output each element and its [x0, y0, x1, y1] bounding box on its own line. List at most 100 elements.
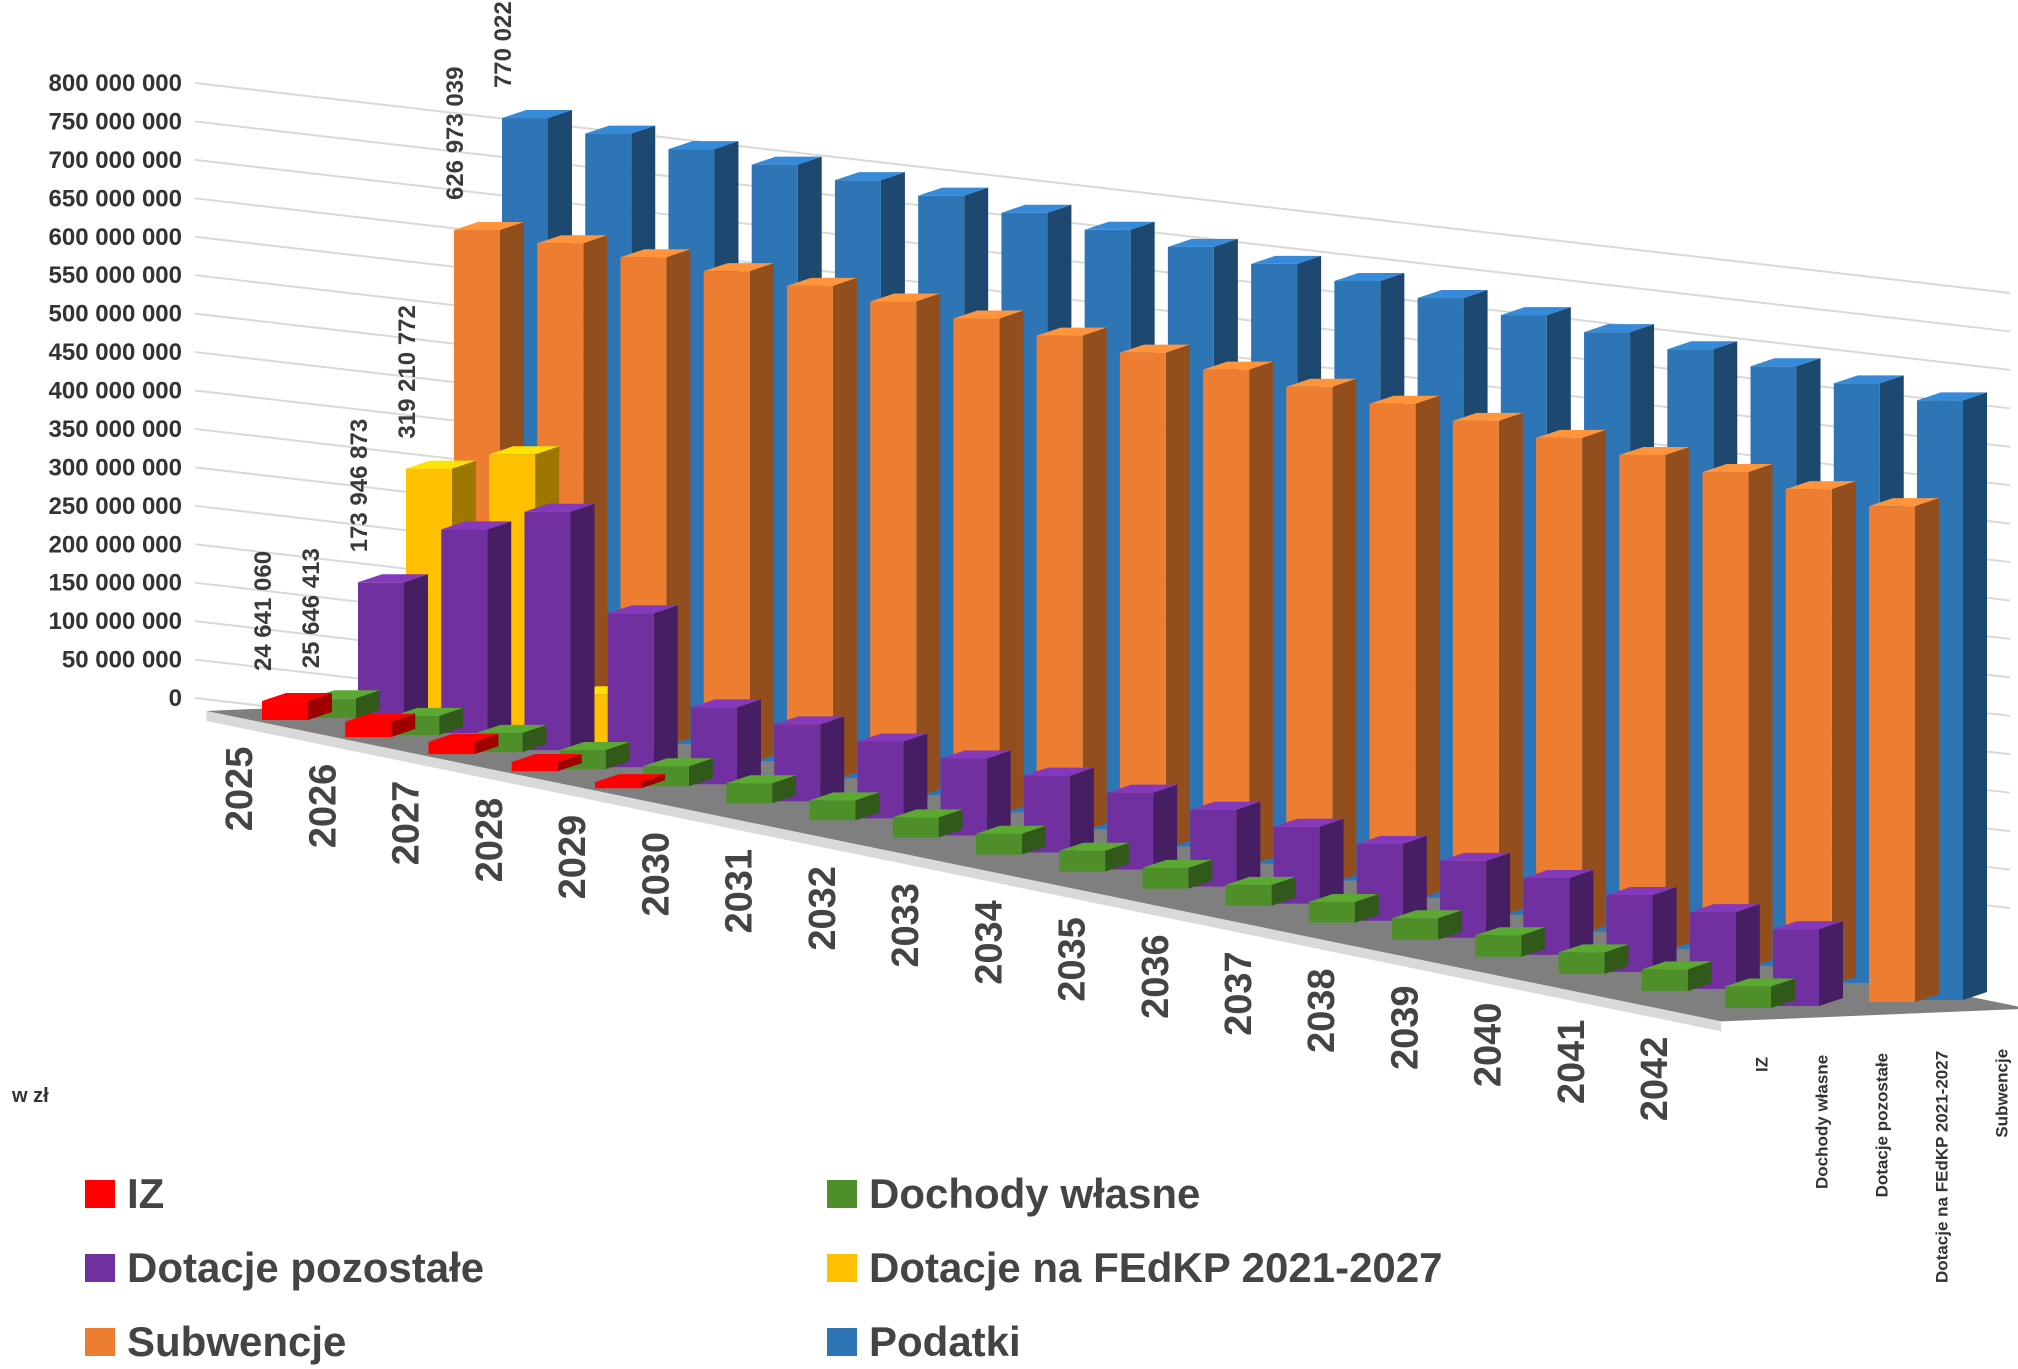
- x-axis-tick-labels: 2025 2026 2027 2028 2029 2030 2031 2032 2033 2034…: [219, 747, 1676, 1122]
- bar-subwencje-2039: [1619, 446, 1690, 951]
- depth-tick-label-iz: IZ: [1753, 1057, 1772, 1072]
- bar-side: [1271, 876, 1296, 906]
- bar-top: [1392, 910, 1463, 919]
- bar-front: [1392, 918, 1439, 940]
- bar-side: [1665, 446, 1690, 951]
- bar-iz-2027: [428, 733, 499, 755]
- bar-side: [404, 574, 428, 716]
- bar-front: [703, 271, 750, 764]
- x-tick-label-2033: 2033: [885, 883, 927, 968]
- bar-side: [1402, 835, 1427, 921]
- y-tick-label: 50 000 000: [62, 647, 182, 674]
- bar-top: [1702, 464, 1773, 473]
- bar-front: [511, 761, 558, 772]
- bar-front: [1558, 952, 1605, 974]
- bar-front: [1725, 986, 1771, 1008]
- bar-front: [870, 301, 917, 798]
- x-tick-label-2031: 2031: [719, 849, 761, 934]
- bar-top: [524, 503, 595, 512]
- x-tick-label-2034: 2034: [968, 900, 1010, 985]
- gridline: [194, 82, 2011, 294]
- bar-dochody-wlasne-2042: [1725, 978, 1795, 1008]
- bar-top: [607, 605, 678, 614]
- bar-dochody-wlasne-2036: [1225, 876, 1296, 906]
- floor-front-edge: [206, 710, 1722, 1032]
- bar-side: [1332, 378, 1357, 883]
- y-tick-label: 300 000 000: [49, 454, 182, 481]
- bar-subwencje-2034: [1203, 361, 1274, 866]
- bar-top: [489, 446, 560, 455]
- bar-side: [1236, 801, 1261, 887]
- bar-top: [953, 310, 1024, 319]
- bar-top: [786, 277, 857, 286]
- bar-side: [1319, 818, 1344, 904]
- legend-swatch-iz: [85, 1180, 115, 1208]
- legend-item-iz: IZ: [85, 1170, 827, 1218]
- bar-front: [1536, 437, 1583, 934]
- bar-dochody-wlasne-2033: [975, 825, 1046, 855]
- bar-top: [620, 249, 691, 258]
- bar-dochody-wlasne-2035: [1142, 859, 1213, 889]
- legend-swatch-dotacje-fedkp: [827, 1254, 857, 1282]
- bar-dochody-wlasne-2030: [726, 775, 797, 804]
- bar-side: [391, 713, 416, 738]
- bar-dochody-wlasne-2040: [1558, 944, 1629, 974]
- bar-front: [975, 833, 1022, 855]
- bar-subwencje-2030: [870, 293, 941, 798]
- y-tick-label: 600 000 000: [49, 224, 182, 251]
- bar-top: [726, 775, 797, 784]
- y-tick-label: 650 000 000: [49, 185, 182, 212]
- bar-side: [1438, 910, 1463, 940]
- bar-front: [1286, 386, 1333, 883]
- bar-side: [916, 293, 941, 798]
- bar-side: [308, 693, 332, 720]
- bar-subwencje-2029: [786, 277, 857, 781]
- bar-top: [1142, 859, 1213, 868]
- bar-front: [607, 613, 654, 768]
- bar-front: [1036, 335, 1083, 832]
- bar-dotacje-pozostale-2031: [857, 733, 928, 819]
- bar-subwencje-2040: [1702, 464, 1773, 968]
- bar-top: [1356, 835, 1427, 844]
- legend-label-subwencje: Subwencje: [127, 1318, 347, 1365]
- x-tick-label-2037: 2037: [1218, 951, 1260, 1036]
- bar-top: [1619, 446, 1690, 455]
- bar-subwencje-2037: [1452, 412, 1523, 917]
- bar-top: [1667, 341, 1738, 350]
- bar-front: [1785, 489, 1832, 985]
- bar-top: [1725, 978, 1795, 987]
- legend-label-iz: IZ: [127, 1170, 165, 1217]
- bar-front: [1308, 901, 1355, 923]
- bar-dochody-wlasne-2038: [1392, 910, 1463, 940]
- bar-top: [1558, 944, 1629, 953]
- bar-side: [1819, 921, 1843, 1006]
- depth-tick-label-subwencje: Subwencje: [1993, 1049, 2012, 1138]
- bar-side: [1604, 944, 1629, 974]
- bar-dotacje-pozostale-2025: [358, 574, 428, 716]
- x-tick-label-2035: 2035: [1052, 917, 1094, 1002]
- bar-side: [1652, 887, 1677, 972]
- bar-side: [1486, 852, 1511, 938]
- bar-top: [892, 809, 963, 818]
- bar-top: [1286, 378, 1357, 387]
- bar-dochody-wlasne-2032: [892, 809, 963, 838]
- bar-front: [892, 817, 939, 838]
- bar-side: [356, 690, 380, 718]
- bar-side: [1165, 344, 1190, 849]
- y-tick-label: 0: [169, 685, 182, 712]
- bar-top: [358, 574, 428, 583]
- bar-iz-2026: [345, 713, 416, 738]
- bar-front: [1142, 867, 1189, 889]
- bar-front: [594, 782, 641, 789]
- y-tick-label: 550 000 000: [49, 262, 182, 289]
- bar-top: [559, 741, 630, 750]
- x-tick-label-2040: 2040: [1468, 1003, 1510, 1088]
- x-tick-label-2041: 2041: [1551, 1020, 1593, 1105]
- bar-top: [1023, 767, 1094, 776]
- bar-front: [1619, 454, 1666, 951]
- bar-side: [1915, 498, 1939, 1002]
- bar-front: [428, 741, 475, 755]
- bar-subwencje-2032: [1036, 327, 1107, 832]
- bar-side: [1249, 361, 1274, 866]
- bar-top: [642, 758, 713, 767]
